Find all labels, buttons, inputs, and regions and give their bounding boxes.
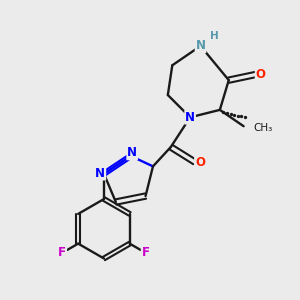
Text: N: N [127, 146, 137, 160]
Text: F: F [142, 246, 150, 259]
Text: N: N [196, 40, 206, 52]
Text: F: F [58, 246, 66, 259]
Text: N: N [95, 167, 105, 180]
Text: N: N [185, 111, 195, 124]
Text: CH₃: CH₃ [253, 123, 272, 133]
Text: O: O [256, 68, 266, 81]
Text: H: H [210, 32, 219, 41]
Text: O: O [195, 156, 205, 169]
